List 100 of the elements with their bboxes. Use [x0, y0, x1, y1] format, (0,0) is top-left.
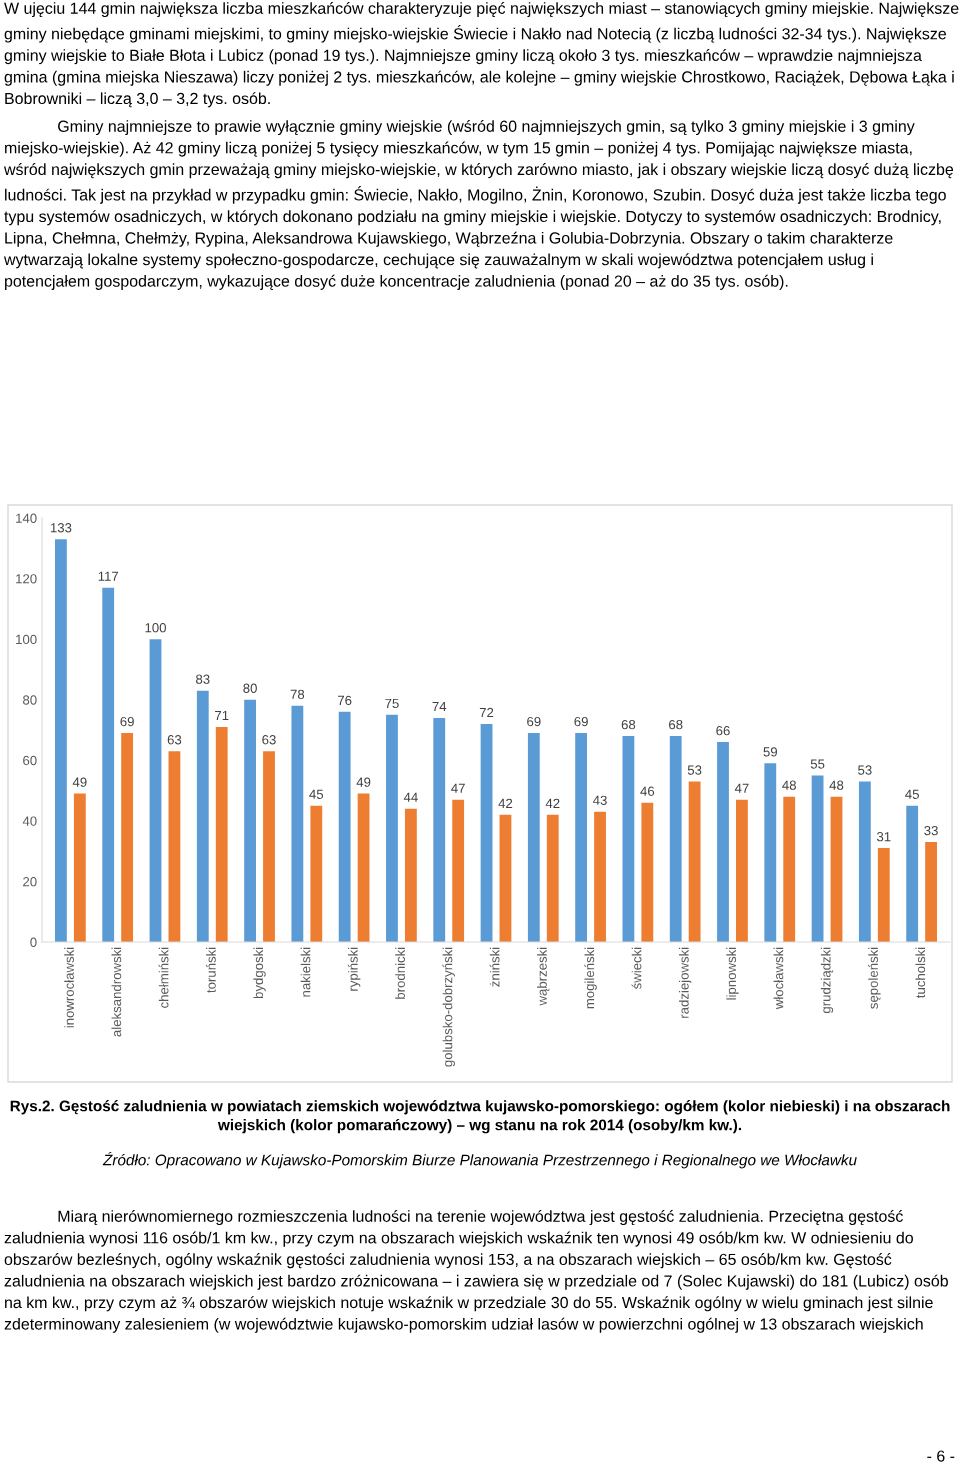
- text: Źródło: Opracowano w Kujawsko-Pomorskim Biurze Planowania Przestrzennego i Regionalnego we Włocławku: [102, 1152, 857, 1169]
- bar: [357, 793, 370, 942]
- data-label: 117: [98, 571, 119, 581]
- bar: [858, 781, 871, 942]
- data-label: 69: [574, 716, 588, 727]
- bar: [55, 539, 67, 942]
- x-tick-label: włocławski: [773, 947, 784, 1010]
- bar: [783, 796, 796, 942]
- bar: [244, 699, 256, 942]
- data-label: 42: [545, 798, 560, 808]
- data-label: 45: [905, 789, 919, 799]
- bar: [338, 711, 351, 942]
- data-label: 69: [120, 716, 134, 727]
- data-label: 66: [716, 726, 730, 736]
- data-label: 100: [145, 623, 166, 633]
- data-label: 49: [72, 777, 87, 787]
- data-label: 48: [782, 780, 796, 790]
- bar: [736, 799, 748, 942]
- text: W ujęciu 144 gmin największa liczba mieszkańców charakteryzuje pięć największych miast – stanowiących gminy miejskie. Największe gminy niebędące gminami miejskimi, to gminy miejsko-wiejskie Świecie i Nakło nad Notecią (z liczbą ludności 32-34 tys.). Największe gminy wiejskie to Białe Błota i Lubicz (ponad 19 tys.). Najmniejsze gminy liczą około 3 tys. mieszkańców – wprawdzie najmniejsza gmina (gmina miejska Nieszawa) liczy poniżej 2 tys. mieszkańców, ale kolejne – gminy wiejskie Chrostkowo, Raciążek, Dębowa Łąka i Bobrowniki – liczą 3,0 – 3,2 tys. osób.: [4, 2, 959, 108]
- bar: [263, 751, 275, 942]
- y-tick-label: 80: [23, 695, 37, 705]
- data-label: 69: [527, 716, 541, 727]
- y-tick-label: 60: [23, 755, 37, 766]
- x-tick-label: inowrocławski: [64, 947, 74, 1028]
- bar: [310, 805, 323, 942]
- data-label: 49: [356, 777, 371, 787]
- bar: [906, 805, 919, 942]
- data-label: 53: [858, 765, 872, 775]
- x-tick-label: golubsko-dobrzyński: [442, 947, 455, 1067]
- data-label: 43: [593, 795, 607, 805]
- data-label: 46: [640, 786, 655, 796]
- y-tick-label: 100: [16, 634, 37, 645]
- data-label: 63: [167, 735, 182, 745]
- bar: [196, 690, 209, 942]
- data-label: 83: [196, 674, 210, 684]
- bar: [669, 736, 682, 942]
- x-tick-label: toruński: [205, 947, 216, 993]
- data-label: 47: [451, 783, 465, 793]
- bar: [480, 723, 493, 942]
- x-tick-label: wąbrzeski: [537, 947, 550, 1006]
- x-tick-label: grudziądzki: [820, 947, 834, 1014]
- bar: [433, 717, 446, 942]
- bar: [291, 705, 304, 942]
- bar: [527, 733, 540, 942]
- data-label: 63: [262, 735, 276, 745]
- data-label: 80: [243, 683, 257, 693]
- bar: [404, 808, 417, 942]
- x-tick-label: żniński: [489, 947, 500, 987]
- data-label: 33: [924, 825, 938, 836]
- y-tick-label: 20: [23, 877, 37, 887]
- x-tick-label: chełmiński: [158, 947, 169, 1008]
- text: - 6 -: [927, 1450, 955, 1462]
- bar: [452, 799, 465, 942]
- y-tick-label: 40: [22, 816, 37, 826]
- data-label: 48: [829, 780, 844, 790]
- data-label: 59: [763, 747, 778, 757]
- bar: [546, 814, 559, 942]
- y-tick-label: 0: [30, 937, 37, 947]
- bar: [925, 842, 937, 942]
- bar: [149, 639, 162, 942]
- data-label: 44: [403, 792, 418, 802]
- data-label: 47: [734, 783, 749, 793]
- data-label: 78: [290, 689, 305, 699]
- data-label: 71: [215, 710, 229, 721]
- bar: [102, 587, 115, 942]
- bar: [575, 733, 588, 942]
- data-label: 68: [669, 719, 683, 730]
- bar: [73, 793, 86, 942]
- data-label: 45: [309, 789, 324, 799]
- data-label: 72: [479, 707, 494, 718]
- text: Miarą nierównomiernego rozmieszczenia ludności na terenie województwa jest gęstość zaludnienia. Przeciętna gęstość zaludnienia wynosi 116 osób/1 km kw., przy czym na obszarach wiejskich wskaźnik ten wynosi 49 osób/km kw. W odniesieniu do obszarów bezleśnych, ogólny wskaźnik gęstości zaludnienia wynosi 153, a na obszarach wiejskich – 65 osób/km kw. Gęstość zaludnienia na obszarach wiejskich jest bardzo zróżnicowana – i zawiera się w przedziale od 7 (Solec Kujawski) do 181 (Lubicz) osób na km kw., przy czym aż ¾ obszarów wiejskich notuje wskaźnik w przedziale 30 do 55. Wskaźnik ogólny w wielu gminach jest silnie zdeterminowany zalesieniem (w województwie kujawsko-pomorskim udział lasów w powierzchni ogólnej w 13 obszarach wiejskich: [4, 1210, 948, 1333]
- data-label: 133: [50, 523, 72, 533]
- bar: [594, 811, 606, 942]
- bar: [830, 796, 843, 942]
- bar: [764, 763, 777, 942]
- x-tick-label: nakielski: [300, 947, 311, 997]
- x-tick-label: brodnicki: [395, 947, 405, 999]
- bar: [168, 751, 181, 942]
- bar: [215, 726, 228, 942]
- data-label: 55: [810, 759, 825, 769]
- x-tick-label: mogileński: [584, 947, 597, 1009]
- x-tick-label: aleksandrowski: [111, 947, 122, 1037]
- bar: [499, 814, 512, 942]
- data-label: 75: [385, 698, 399, 709]
- x-tick-label: lipnowski: [726, 947, 739, 1000]
- bar: [877, 848, 890, 942]
- x-tick-label: rypiński: [347, 947, 361, 991]
- x-tick-label: radziejowski: [679, 947, 692, 1018]
- data-label: 76: [338, 695, 352, 706]
- data-label: 31: [876, 832, 891, 842]
- x-tick-label: świecki: [631, 947, 642, 990]
- bar: [641, 802, 654, 942]
- bar: [688, 781, 701, 942]
- bar: [121, 733, 134, 942]
- bar: [717, 742, 729, 942]
- x-tick-label: sępoleński: [868, 947, 881, 1009]
- text: Gminy najmniejsze to prawie wyłącznie gminy wiejskie (wśród 60 najmniejszych gmin, są tylko 3 gminy miejskie i 3 gminy miejsko-wiejskie). Aż 42 gminy liczą poniżej 5 tysięcy mieszkańców, w tym 15 gmin – poniżej 4 tys. Pomijając największe miasta, wśród największych gmin przeważają gminy miejsko-wiejskie, w których zarówno miasto, jak i obszary wiejskie liczą dosyć dużą liczbę ludności. Tak jest na przykład w przypadku gmin: Świecie, Nakło, Mogilno, Żnin, Koronowo, Szubin. Dosyć duża jest także liczba tego typu systemów osadniczych, w których dokonano podziału na gminy miejskie i wiejskie. Dotyczy to systemów osadniczych: Brodnicy, Lipna, Chełmna, Chełmży, Rypina, Aleksandrowa Kujawskiego, Wąbrzeźna i Golubia-Dobrzynia. Obszary o takim charakterze wytwarzają lokalne systemy społeczno-gospodarcze, cechujące się zauważalnym w skali województwa potencjałem usług i potencjałem gospodarczym, wykazujące dosyć duże koncentracje zaludnienia (ponad 20 – aż do 35 tys. osób).: [3, 120, 954, 290]
- x-tick-label: bydgoski: [253, 947, 266, 999]
- bar: [811, 775, 824, 942]
- y-tick-label: 120: [16, 574, 37, 584]
